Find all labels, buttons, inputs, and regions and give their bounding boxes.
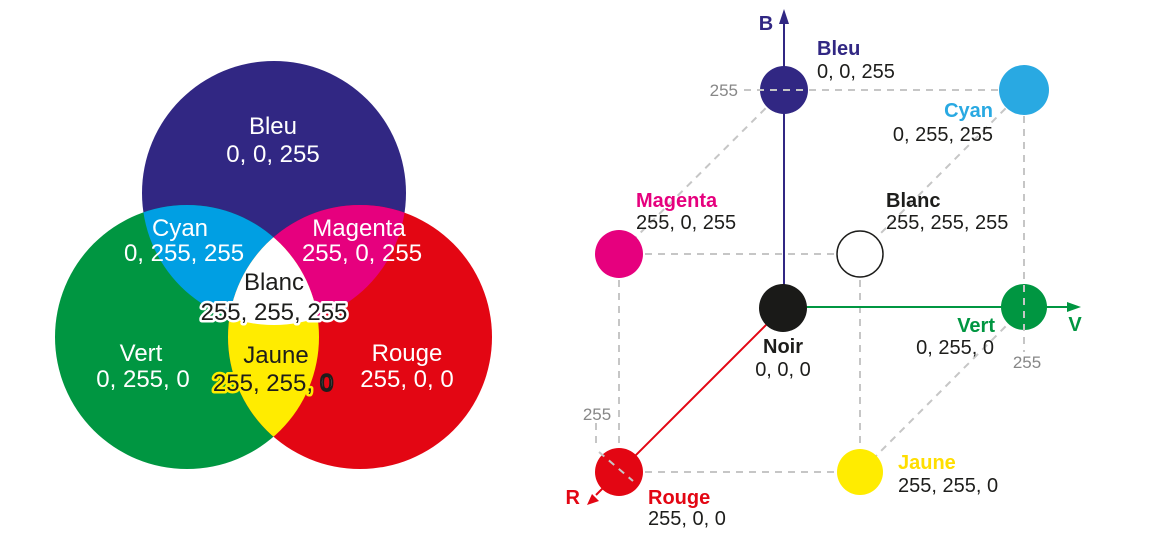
tick-v-255: 255 — [1013, 353, 1041, 372]
venn-label-bleu: Bleu — [249, 113, 297, 140]
cube-label-rouge: Rouge — [648, 487, 710, 509]
axis-b-label: B — [759, 13, 773, 35]
venn-value-blanc: 255, 255, 255 — [201, 299, 348, 326]
venn-label-vert: Vert — [120, 340, 163, 367]
cube-value-bleu: 0, 0, 255 — [817, 61, 895, 83]
dot-cyan — [999, 65, 1049, 115]
cube-label-jaune: Jaune — [898, 452, 956, 474]
venn-label-rouge: Rouge — [372, 340, 443, 367]
cube-value-jaune: 255, 255, 0 — [898, 475, 998, 497]
cube-value-rouge: 255, 0, 0 — [648, 508, 726, 530]
cube-value-vert: 0, 255, 0 — [916, 337, 994, 359]
venn-region-white — [228, 205, 319, 325]
tick-r-255: 255 — [583, 405, 611, 424]
cube-value-cyan: 0, 255, 255 — [893, 124, 993, 146]
cube-label-noir: Noir — [763, 336, 803, 358]
dot-noir — [759, 284, 807, 332]
cube-value-magenta: 255, 0, 255 — [636, 212, 736, 234]
venn-value-vert: 0, 255, 0 — [96, 366, 189, 393]
cube-value-noir: 0, 0, 0 — [755, 359, 811, 381]
dot-blanc — [836, 230, 884, 278]
cube-label-blanc: Blanc — [886, 190, 940, 212]
axis-v-arrowhead — [1067, 302, 1081, 312]
dot-jaune — [837, 449, 883, 495]
axis-b-arrowhead — [779, 9, 789, 24]
cube-label-bleu: Bleu — [817, 38, 860, 60]
venn-label-cyan: Cyan — [152, 215, 208, 242]
edge-vert-jaune — [859, 307, 1025, 473]
venn-label-jaune: Jaune — [243, 342, 308, 369]
axis-v-label: V — [1068, 314, 1082, 336]
venn-value-jaune-prefix: 255, 255, — [213, 370, 313, 397]
venn-value-rouge: 255, 0, 0 — [360, 366, 453, 393]
venn-value-magenta: 255, 0, 255 — [302, 240, 422, 267]
rgb-cube-diagram: B V R 255 255 255 Bleu 0, 0, 255 Cyan 0,… — [566, 9, 1082, 530]
venn-label-blanc: Blanc — [244, 269, 304, 296]
axis-r-arrowhead — [587, 494, 599, 505]
axis-b — [779, 9, 789, 308]
dot-rouge — [595, 448, 643, 496]
dot-magenta — [595, 230, 643, 278]
tick-b-255: 255 — [710, 81, 738, 100]
cube-value-blanc: 255, 255, 255 — [886, 212, 1008, 234]
venn-label-magenta: Magenta — [312, 215, 406, 242]
venn-value-bleu: 0, 0, 255 — [226, 141, 319, 168]
venn-diagram: Bleu 0, 0, 255 Cyan 0, 255, 255 Magenta … — [55, 61, 492, 469]
cube-label-magenta: Magenta — [636, 190, 718, 212]
dot-vert — [1001, 284, 1047, 330]
cube-label-vert: Vert — [957, 315, 995, 337]
venn-value-cyan: 0, 255, 255 — [124, 240, 244, 267]
axis-r-label: R — [566, 487, 581, 509]
cube-label-cyan: Cyan — [944, 100, 993, 122]
venn-value-jaune-zero: 0 — [320, 370, 333, 397]
